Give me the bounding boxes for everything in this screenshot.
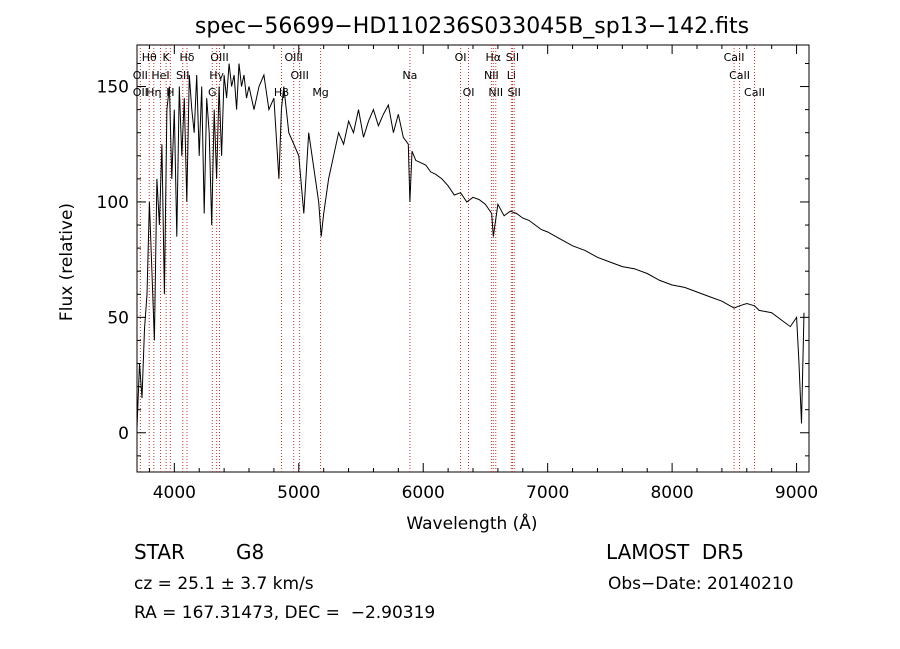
redshift-value: cz = 25.1 ± 3.7 km/s: [134, 574, 314, 594]
coordinates: RA = 167.31473, DEC = −2.90319: [134, 603, 436, 623]
line-marker-label: H: [166, 86, 174, 99]
chart-title: spec−56699−HD110236S033045B_sp13−142.fit…: [195, 14, 749, 39]
x-tick-label: 8000: [650, 483, 693, 503]
emission-line-markers: Hθ K Hδ OIII OIII OI Hα SII CaII OII HeI SII Hγ OIII N…: [133, 45, 765, 472]
y-tick-label: 150: [97, 78, 129, 98]
x-tick-label: 5000: [277, 483, 320, 503]
line-marker-label: CaII: [724, 51, 745, 64]
spectrum-line: [136, 63, 805, 429]
y-tick-label: 50: [107, 308, 129, 328]
line-marker-label: CaII: [729, 69, 750, 82]
line-marker-label: OI: [455, 51, 467, 64]
line-marker-label: Hα: [486, 51, 502, 64]
line-marker-label: OII: [133, 86, 148, 99]
line-marker-label: SII: [507, 86, 520, 99]
line-marker-label: Hγ: [209, 69, 224, 82]
y-axis-label: Flux (relative): [57, 203, 77, 321]
line-marker-label: Na: [402, 69, 417, 82]
y-tick-label: 100: [97, 193, 129, 213]
spectral-subclass: G8: [236, 540, 265, 564]
x-axis-label: Wavelength (Å): [406, 512, 537, 534]
line-marker-label: NII: [484, 69, 499, 82]
line-marker-label: OIII: [284, 51, 302, 64]
x-tick-label: 9000: [775, 483, 818, 503]
line-marker-label: Li: [507, 69, 516, 82]
x-tick-label: 7000: [526, 483, 569, 503]
survey-name: LAMOST DR5: [606, 540, 744, 564]
line-marker-label: HeI: [151, 69, 169, 82]
line-marker-label: OIII: [210, 51, 228, 64]
line-marker-label: Hδ: [180, 51, 195, 64]
line-marker-label: CaII: [744, 86, 765, 99]
line-marker-label: K: [163, 51, 171, 64]
line-marker-label: SII: [176, 69, 189, 82]
line-marker-label: OII: [133, 69, 148, 82]
line-marker-label: Hβ: [274, 86, 289, 99]
axis-ticks: 4000 5000 6000 7000 8000 9000 0 50 100 150: [97, 45, 818, 503]
line-marker-label: Mg: [312, 86, 328, 99]
plot-frame: [136, 44, 810, 473]
x-tick-label: 4000: [153, 483, 196, 503]
line-marker-label: OI: [463, 86, 475, 99]
x-tick-label: 6000: [402, 483, 445, 503]
line-marker-label: SII: [506, 51, 519, 64]
observation-date: Obs−Date: 20140210: [608, 574, 794, 594]
line-marker-label: OIII: [290, 69, 308, 82]
line-marker-label: NII: [488, 86, 503, 99]
y-tick-label: 0: [118, 424, 129, 444]
object-class: STAR: [134, 540, 185, 564]
line-marker-label: Hθ: [142, 51, 157, 64]
line-marker-label: G: [208, 86, 217, 99]
line-marker-label: Hη: [146, 86, 161, 99]
